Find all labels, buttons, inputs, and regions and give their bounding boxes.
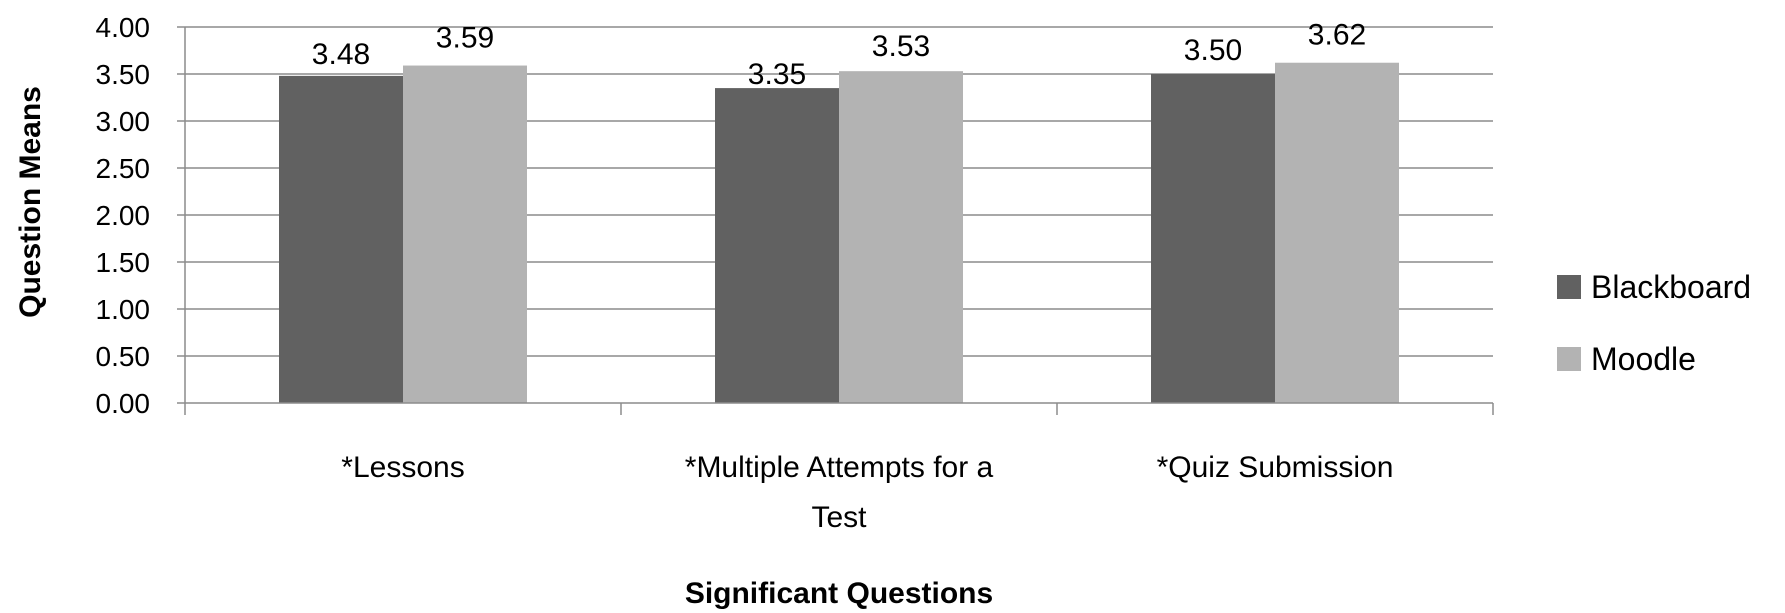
- legend-swatch-blackboard: [1557, 275, 1581, 299]
- bar-moodle-2: [839, 71, 963, 404]
- y-tick-label: 0.00: [96, 388, 151, 419]
- legend-label-blackboard: Blackboard: [1591, 269, 1751, 305]
- data-labels: 3.48 3.59 3.35 3.53 3.50 3.62: [312, 19, 1366, 91]
- y-tick-label: 1.00: [96, 294, 151, 325]
- x-category-label: Test: [811, 501, 867, 534]
- data-label: 3.59: [436, 22, 494, 55]
- x-category-label: *Quiz Submission: [1157, 451, 1394, 484]
- y-tick-label: 2.50: [96, 153, 151, 184]
- bars: [279, 62, 1399, 404]
- bar-moodle-1: [403, 65, 527, 403]
- data-label: 3.53: [872, 30, 930, 63]
- bar-moodle-3: [1275, 62, 1399, 403]
- y-tick-label: 3.50: [96, 59, 151, 90]
- axes: [184, 27, 1494, 415]
- y-tick-label: 3.00: [96, 106, 151, 137]
- y-tick-label: 4.00: [96, 12, 151, 43]
- x-category-labels: *Lessons *Multiple Attempts for a Test *Qui…: [341, 451, 1393, 534]
- legend-label-moodle: Moodle: [1591, 341, 1696, 377]
- y-axis-title: Question Means: [14, 86, 47, 318]
- y-tick-label: 2.00: [96, 200, 151, 231]
- data-label: 3.62: [1308, 19, 1366, 52]
- y-tick-label: 0.50: [96, 341, 151, 372]
- data-label: 3.50: [1184, 34, 1242, 67]
- legend-swatch-moodle: [1557, 347, 1581, 371]
- bar-blackboard-1: [279, 75, 403, 403]
- y-tick-label: 1.50: [96, 247, 151, 278]
- y-tick-labels: 0.00 0.50 1.00 1.50 2.00 2.50 3.00 3.50 4.00: [96, 12, 151, 419]
- bar-blackboard-2: [715, 88, 839, 403]
- data-label: 3.35: [748, 58, 806, 91]
- bar-blackboard-3: [1151, 74, 1275, 403]
- x-category-label: *Lessons: [341, 451, 464, 484]
- x-axis-title: Significant Questions: [685, 577, 993, 610]
- data-label: 3.48: [312, 38, 370, 71]
- x-category-label: *Multiple Attempts for a: [685, 451, 994, 484]
- legend: Blackboard Moodle: [1557, 269, 1751, 377]
